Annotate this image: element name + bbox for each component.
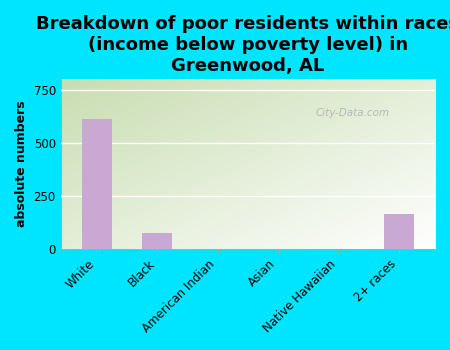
Bar [384, 214, 414, 248]
Bar [142, 233, 172, 248]
Bar [82, 119, 112, 248]
Text: City-Data.com: City-Data.com [315, 108, 389, 118]
Y-axis label: absolute numbers: absolute numbers [15, 100, 28, 227]
Title: Breakdown of poor residents within races
(income below poverty level) in
Greenwo: Breakdown of poor residents within races… [36, 15, 450, 75]
